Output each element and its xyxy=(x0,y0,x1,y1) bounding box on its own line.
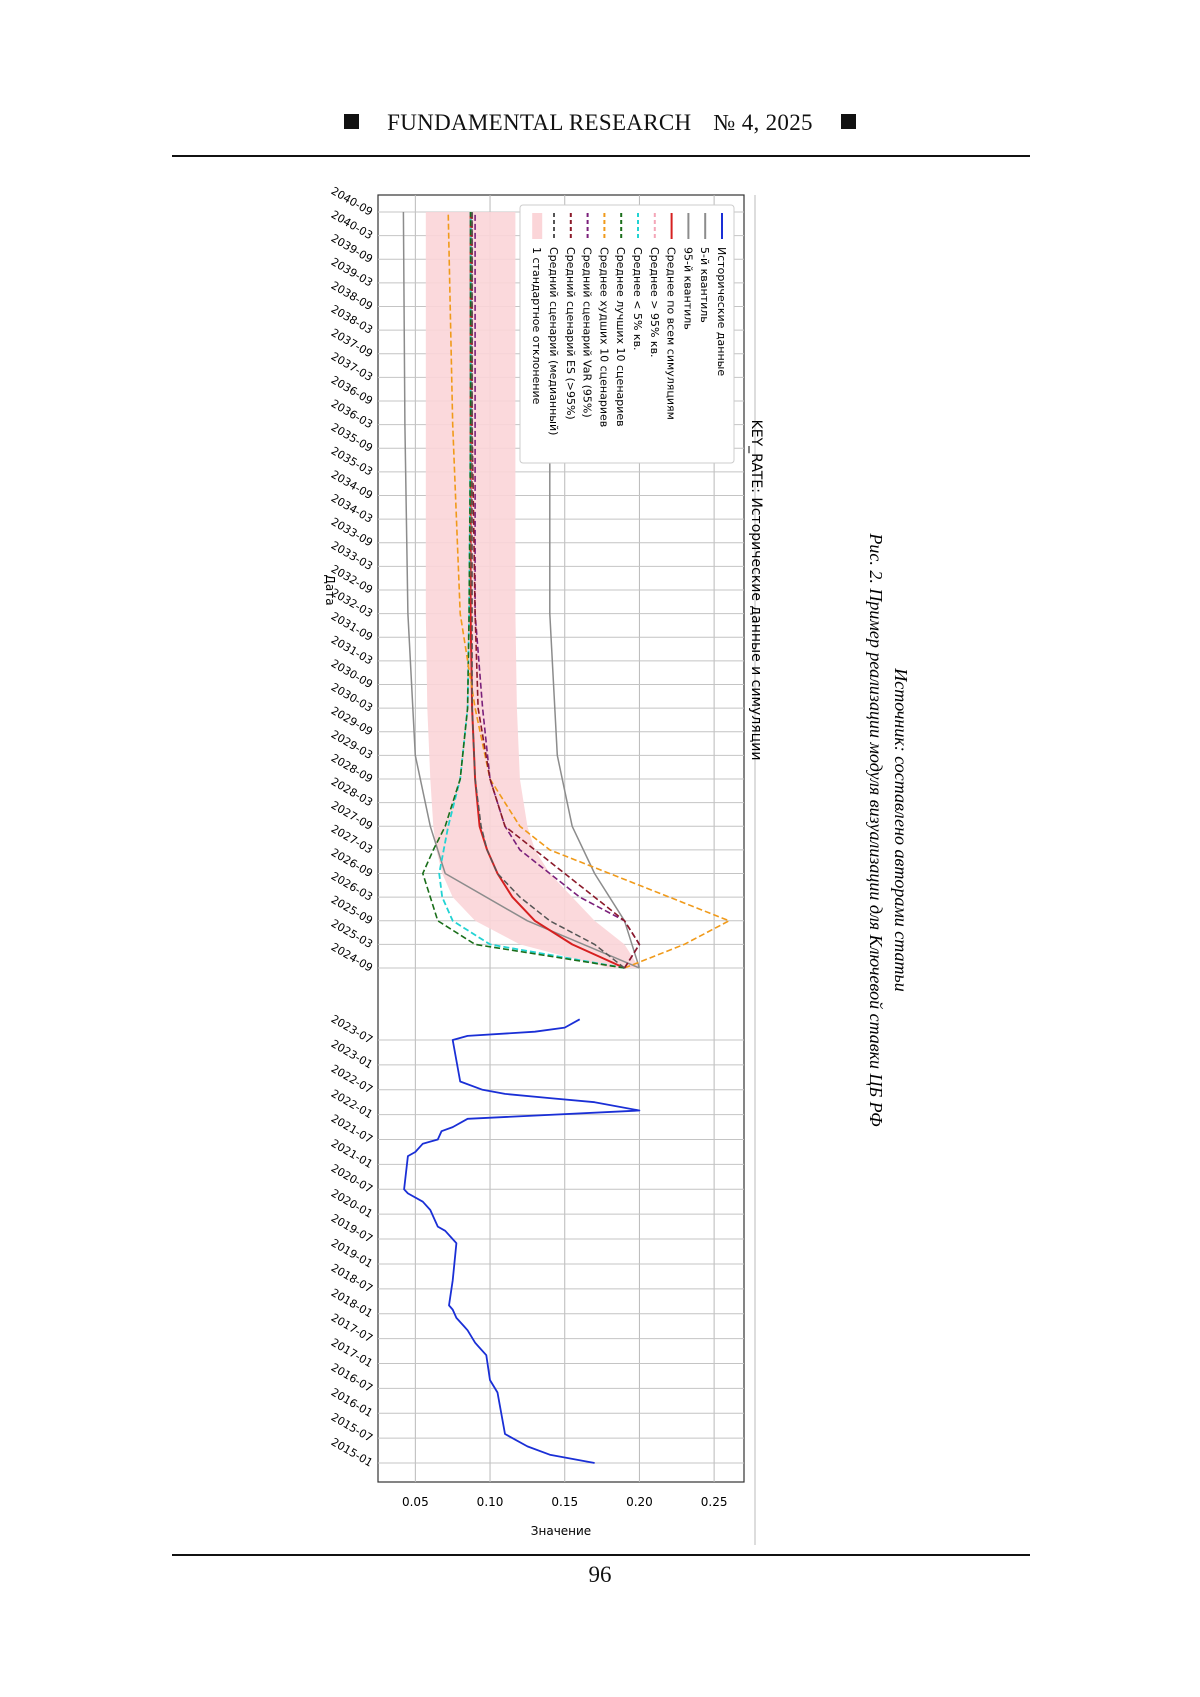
legend-label: Среднее < 5% кв. xyxy=(631,247,644,351)
header-square-left xyxy=(344,114,360,129)
legend-label: 95-й квантиль xyxy=(681,247,694,330)
y-tick-label: 0.10 xyxy=(477,1495,504,1509)
journal-issue: № 4, 2025 xyxy=(713,110,813,135)
header-square-right xyxy=(840,114,856,129)
y-tick-label: 0.15 xyxy=(551,1495,578,1509)
legend-swatch xyxy=(532,213,543,239)
y-axis-label: Значение xyxy=(531,1524,591,1538)
legend-label: Исторические данные xyxy=(715,247,728,376)
y-tick-label: 0.25 xyxy=(701,1495,728,1509)
figure-caption: Рис. 2. Пример реализации модуля визуали… xyxy=(866,532,886,1127)
legend-label: Среднее лучших 10 сценариев xyxy=(614,247,627,427)
legend-label: Средний сценарий VaR (95%) xyxy=(581,247,594,418)
y-tick-label: 0.20 xyxy=(626,1495,653,1509)
header-rule xyxy=(172,155,1030,157)
legend-label: Средний сценарий ES (>95%) xyxy=(564,247,577,420)
series-line xyxy=(471,212,625,969)
chart-title: KEY_RATE: Исторические данные и симуляци… xyxy=(748,420,764,761)
series-lines xyxy=(402,211,730,1464)
figure-group: 0.05 0.10 0.15 0.20 0.25Значение2015-012015-… xyxy=(323,184,911,1545)
std-band xyxy=(425,212,640,968)
legend-label: Средний сценарий (медианный) xyxy=(547,247,560,435)
journal-name: FUNDAMENTAL RESEARCH xyxy=(387,110,692,135)
legend-label: 5-й квантиль xyxy=(698,247,711,323)
series-line xyxy=(402,211,640,969)
series-line xyxy=(469,212,625,969)
page-number: 96 xyxy=(588,1562,612,1587)
series-line xyxy=(447,211,730,969)
legend-label: Среднее худших 10 сценариев xyxy=(597,247,610,427)
running-header: FUNDAMENTAL RESEARCH № 4, 2025 xyxy=(0,110,1200,136)
footer-rule xyxy=(172,1554,1030,1556)
legend-label: Среднее > 95% кв. xyxy=(648,247,661,358)
series-line xyxy=(471,212,641,969)
legend: Исторические данные 5-й квантиль 95-й кван… xyxy=(519,204,735,464)
legend-label: Среднее по всем симуляциям xyxy=(665,247,678,420)
legend-box xyxy=(519,204,735,464)
series-line xyxy=(403,1018,641,1464)
figure-source: Источник: составлено авторами статьи xyxy=(891,667,911,991)
y-tick-label: 0.05 xyxy=(402,1495,429,1509)
x-axis-label: Дата xyxy=(323,574,337,605)
series-line xyxy=(438,212,625,969)
series-line xyxy=(421,212,625,969)
legend-label: 1 стандартное отклонение xyxy=(530,247,543,405)
